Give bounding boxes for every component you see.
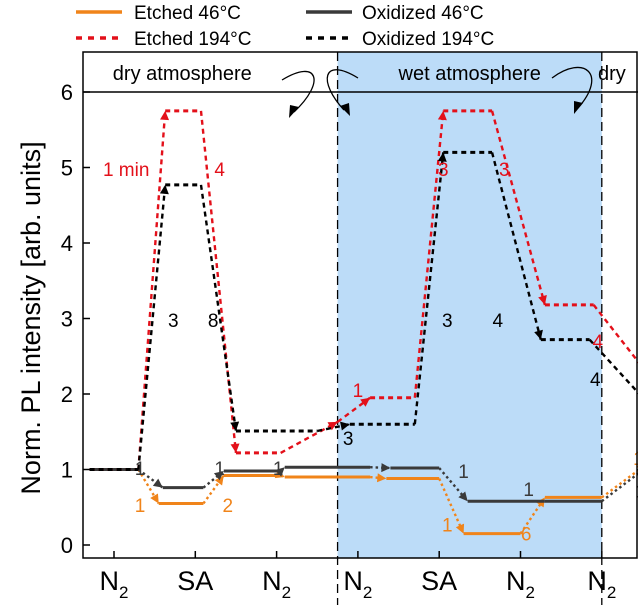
y-axis: 0 1 2 3 4 5 6 xyxy=(61,80,90,558)
transition-arrow-icon xyxy=(159,184,169,195)
transition-time-label: 1 xyxy=(442,516,453,537)
transition-arrow-icon xyxy=(150,493,159,504)
transition-time-label: 1 xyxy=(135,459,146,480)
x-category-label: N2 xyxy=(506,566,535,602)
transition-arrow-icon xyxy=(230,421,240,431)
y-tick-label: 4 xyxy=(61,231,73,256)
phase-arrows xyxy=(281,66,593,118)
transition-time-label: 3 xyxy=(168,311,179,332)
x-category-label: N2 xyxy=(587,566,616,602)
series-segment-0 xyxy=(438,478,465,535)
curved-arrow-icon xyxy=(281,70,315,113)
x-category-label: N2 xyxy=(343,566,372,602)
transition-time-label: 1 xyxy=(353,381,364,402)
transition-time-label: 4 xyxy=(214,160,225,181)
transition-arrow-icon xyxy=(455,523,465,534)
legend-label-etched-46: Etched 46°C xyxy=(134,3,241,24)
transition-arrow-icon xyxy=(214,475,224,486)
legend-label-oxidized-46: Oxidized 46°C xyxy=(362,3,484,24)
legend-label-oxidized-194: Oxidized 194°C xyxy=(362,29,494,50)
transition-time-label: 1 xyxy=(273,459,284,480)
series-segment-2 xyxy=(280,420,339,454)
transition-time-label: 3 xyxy=(343,429,354,450)
series-segment-3 xyxy=(413,152,445,425)
transition-time-label: 1 xyxy=(214,459,225,480)
series-segment-2 xyxy=(137,110,167,470)
series-segment-0 xyxy=(519,496,546,535)
series-segment-2 xyxy=(199,110,238,454)
y-tick-label: 5 xyxy=(61,156,73,181)
transition-arrow-icon xyxy=(538,295,547,305)
transition-time-label: 3 xyxy=(499,160,510,181)
x-category-label: N2 xyxy=(262,566,291,602)
transition-time-label: 3 xyxy=(442,311,453,332)
series-segment-2 xyxy=(336,396,371,423)
x-category-label: SA xyxy=(421,566,457,596)
transition-arrow-icon xyxy=(152,478,163,488)
curved-arrow-icon xyxy=(326,69,359,111)
y-tick-label: 2 xyxy=(61,382,73,407)
series-segment-3 xyxy=(137,184,167,470)
transition-arrow-icon xyxy=(160,110,170,121)
transition-time-label: 1 min xyxy=(103,160,149,181)
phase-labels: dry atmosphere wet atmosphere dry xyxy=(113,63,626,85)
transition-time-label: 4 xyxy=(492,311,503,332)
y-tick-label: 3 xyxy=(61,307,73,332)
transition-arrow-icon xyxy=(340,421,350,431)
transition-time-label: 1 xyxy=(135,496,146,517)
x-axis: N2 SA N2 N2 SA N2 N2 xyxy=(100,551,616,602)
legend: Etched 46°C Oxidized 46°C Etched 194°C O… xyxy=(76,3,494,50)
series-segment-0 xyxy=(137,468,160,505)
y-axis-label: Norm. PL intensity [arb. units] xyxy=(16,141,46,494)
transition-time-label: 3 xyxy=(438,160,449,181)
transition-time-label: 2 xyxy=(223,496,234,517)
series-segment-1 xyxy=(601,472,638,503)
plot-frame xyxy=(82,51,638,559)
transition-time-label: 4 xyxy=(590,370,601,391)
transition-arrow-icon xyxy=(360,397,371,407)
arrow-head-icon xyxy=(289,105,299,118)
transition-time-label: 4 xyxy=(592,332,603,353)
arrow-head-icon xyxy=(340,103,350,116)
arrow-head-icon xyxy=(574,101,583,114)
series-segment-1 xyxy=(438,467,469,502)
transition-arrow-icon xyxy=(437,152,447,162)
phase-label-dry: dry xyxy=(598,63,626,85)
transition-arrow-icon xyxy=(275,467,285,477)
transition-time-label: 8 xyxy=(208,311,219,332)
curved-arrow-icon xyxy=(551,66,593,109)
phase-label-wet-atmosphere: wet atmosphere xyxy=(398,63,541,85)
x-category-label: SA xyxy=(177,566,213,596)
transition-time-label: 1 xyxy=(458,462,469,483)
x-category-label: N2 xyxy=(100,566,129,602)
series-segment-1 xyxy=(202,470,225,489)
transition-time-label: 1 xyxy=(633,449,638,470)
series-segment-0 xyxy=(601,469,638,499)
y-tick-label: 1 xyxy=(61,458,73,483)
transition-time-label: 1 xyxy=(523,480,534,501)
legend-label-etched-194: Etched 194°C xyxy=(134,29,251,50)
transition-arrow-icon xyxy=(230,443,240,453)
phase-label-dry-atmosphere: dry atmosphere xyxy=(113,63,252,85)
transition-arrow-icon xyxy=(376,473,387,483)
series-segment-2 xyxy=(490,110,547,306)
transition-arrow-icon xyxy=(381,463,391,473)
transition-arrow-icon xyxy=(437,110,447,121)
transition-arrow-icon xyxy=(213,471,224,481)
transition-time-label: 6 xyxy=(521,525,532,546)
y-tick-label: 6 xyxy=(61,80,73,105)
series-segment-2 xyxy=(413,110,445,398)
transition-arrow-icon xyxy=(327,421,338,431)
series-layer xyxy=(89,109,638,536)
y-tick-label: 0 xyxy=(61,533,73,558)
transition-arrow-icon xyxy=(458,491,468,502)
transition-arrow-icon xyxy=(534,329,543,340)
series-segment-3 xyxy=(199,184,238,432)
